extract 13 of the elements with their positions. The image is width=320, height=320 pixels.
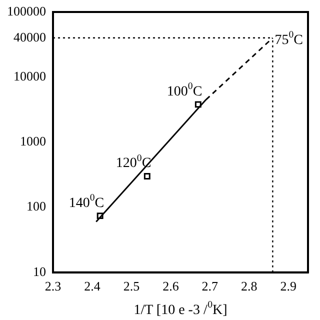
x-tick-label: 2.3	[44, 278, 62, 294]
y-tick-label: 1000	[20, 134, 46, 149]
x-tick-label: 2.9	[280, 278, 297, 294]
x-tick-label: 2.6	[162, 278, 180, 294]
y-tick-label: 100000	[7, 3, 46, 18]
y-tick-label: 40000	[14, 29, 46, 44]
y-tick-label: 10000	[14, 68, 46, 84]
x-tick-label: 2.8	[241, 278, 258, 294]
y-tick-label: 100	[26, 198, 46, 214]
y-tick-label: 10	[33, 264, 46, 279]
x-tick-label: 2.5	[123, 278, 140, 294]
x-tick-label: 2.4	[84, 278, 101, 294]
x-tick-label: 2.7	[202, 278, 219, 294]
